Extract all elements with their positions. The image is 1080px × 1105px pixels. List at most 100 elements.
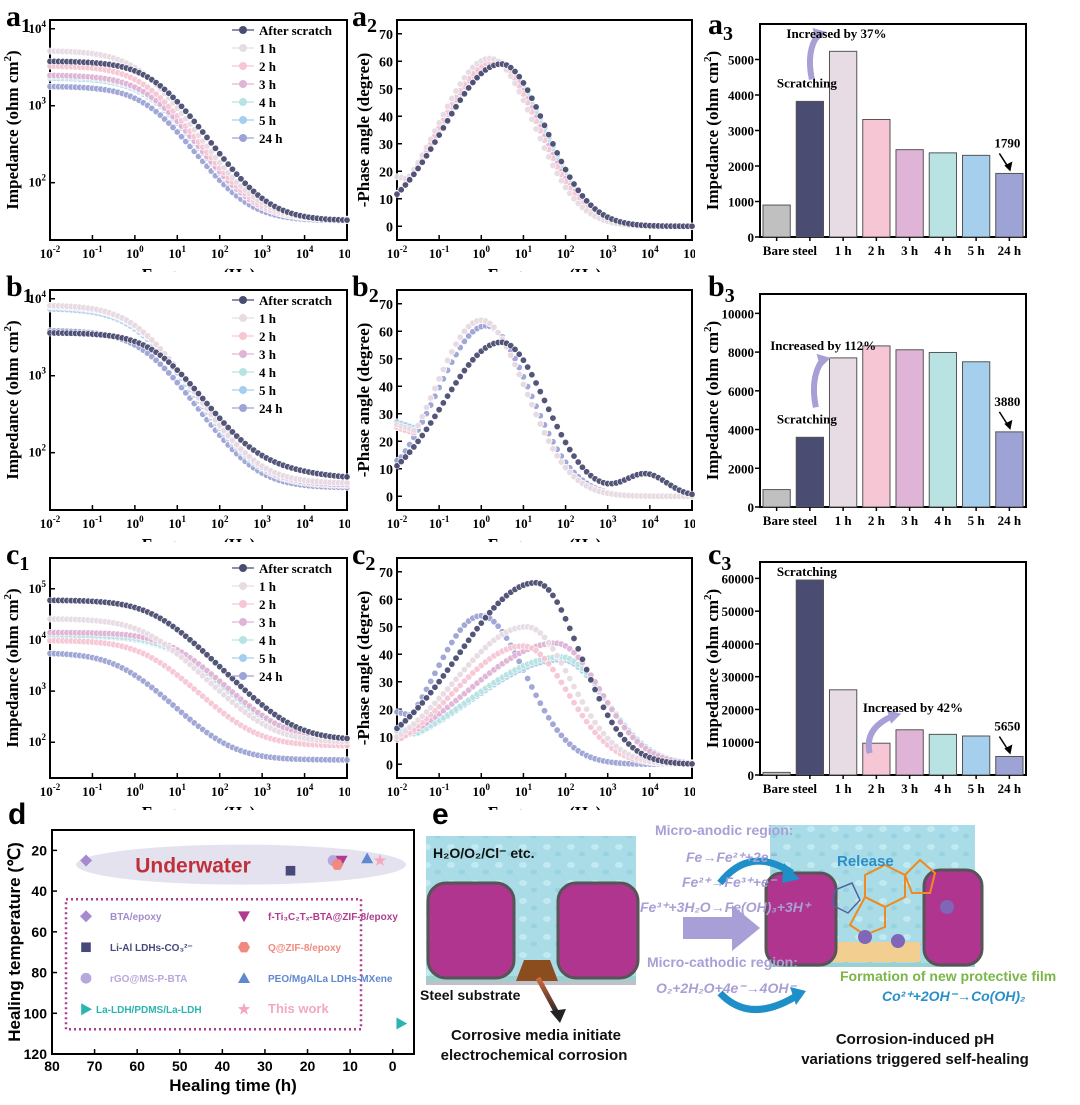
plot-frame xyxy=(396,19,693,241)
legend-d-label: Q@ZIF-8/epoxy xyxy=(268,943,342,954)
tick-label: 104 xyxy=(29,289,47,306)
data-point xyxy=(528,683,536,691)
legend-marker xyxy=(239,314,247,322)
release-label: Release xyxy=(837,853,894,870)
panel-label-c3: c3 xyxy=(708,538,731,575)
data-point xyxy=(532,103,540,111)
data-point xyxy=(562,736,570,744)
data-point xyxy=(444,666,452,674)
data-point xyxy=(545,153,553,161)
tick-label: 10-2 xyxy=(387,244,408,261)
data-point xyxy=(608,718,616,726)
series-after-scratch xyxy=(393,338,695,498)
tick-label: 102 xyxy=(29,732,47,749)
data-point xyxy=(460,90,468,98)
data-point xyxy=(406,176,414,184)
data-point xyxy=(595,724,603,732)
data-point xyxy=(401,453,409,461)
data-point xyxy=(465,84,473,92)
bar-2-h xyxy=(862,345,891,508)
diamond-marker xyxy=(80,854,93,867)
square-marker xyxy=(81,942,91,953)
series-1-h xyxy=(46,615,350,746)
category-label: 2 h xyxy=(868,513,886,528)
legend: After scratch 1 h 2 h 3 h 4 h 5 h 24 h xyxy=(232,23,333,146)
annotation-increase: Increased by 37% xyxy=(786,26,886,41)
tick-label: 103 xyxy=(253,782,271,799)
data-point xyxy=(528,94,536,102)
data-point xyxy=(557,157,565,165)
chart-a3-bar: 0 1000 2000 3000 4000 5000 Impedance (ohm cm2)… xyxy=(702,23,1027,258)
annotation-arrowhead xyxy=(1004,419,1013,430)
legend-d-label: f-Ti₃C₂Tₓ-BTA@ZIF-8/epoxy xyxy=(268,912,398,923)
data-point xyxy=(574,690,582,698)
legend-label: 3 h xyxy=(259,347,277,362)
data-point xyxy=(595,695,603,703)
y-axis-label: -Phase angle (degree) xyxy=(354,323,373,478)
underwater-label: Underwater xyxy=(135,855,251,878)
tick-label: 10-1 xyxy=(82,244,103,261)
data-point xyxy=(152,356,160,364)
bar-5-h xyxy=(961,361,991,508)
data-point xyxy=(233,432,241,440)
diagram-e-graphics xyxy=(426,825,984,1023)
data-point xyxy=(515,350,523,358)
tick-label: 70 xyxy=(379,28,393,43)
panel-letter: c xyxy=(352,538,366,571)
series-2-h xyxy=(393,57,695,230)
data-point xyxy=(477,619,485,627)
data-point xyxy=(583,197,591,205)
tick-label: 103 xyxy=(599,514,617,531)
data-point xyxy=(245,183,253,191)
data-point xyxy=(469,630,477,638)
panel-letter: c xyxy=(708,538,722,571)
tick-label: 105 xyxy=(29,579,47,596)
bar-bare-steel xyxy=(762,771,791,776)
data-point xyxy=(435,661,443,669)
tick-label: 101 xyxy=(515,782,533,799)
data-point xyxy=(207,655,215,663)
data-point xyxy=(452,87,460,95)
panel-letter: b xyxy=(708,270,725,303)
data-point xyxy=(549,666,557,674)
data-point xyxy=(545,437,553,445)
data-point xyxy=(431,127,439,135)
data-point xyxy=(397,458,405,466)
data-point xyxy=(570,180,578,188)
data-point xyxy=(553,452,561,460)
x-axis-label: Frequency (Hz) xyxy=(488,803,601,810)
tick-label: 6000 xyxy=(728,384,754,399)
data-point xyxy=(612,712,620,720)
data-point xyxy=(460,666,468,674)
tick-label: 100 xyxy=(473,244,491,261)
data-point xyxy=(452,379,460,387)
data-point xyxy=(418,413,426,421)
data-point xyxy=(410,426,418,434)
legend-label: 24 h xyxy=(259,401,283,416)
bar-4-h xyxy=(928,351,958,508)
tick-label: 50 xyxy=(172,1058,188,1074)
tick-label: 50 xyxy=(379,83,393,98)
data-point xyxy=(199,395,207,403)
data-point xyxy=(515,370,523,378)
data-point xyxy=(587,676,595,684)
data-point xyxy=(199,128,207,136)
y-axis-label: Impedance (ohm cm2) xyxy=(2,588,22,747)
data-point xyxy=(216,150,224,158)
data-point xyxy=(507,351,515,359)
data-point xyxy=(439,690,447,698)
tick-label: 80 xyxy=(31,965,47,981)
tick-label: 10-2 xyxy=(387,514,408,531)
data-points xyxy=(80,852,408,1030)
tick-label: 104 xyxy=(641,514,659,531)
tick-label: 50 xyxy=(379,353,393,368)
left-zif-cluster-2 xyxy=(556,881,640,980)
data-point xyxy=(566,692,574,700)
data-point xyxy=(545,714,553,722)
data-point xyxy=(444,117,452,125)
legend-label: 24 h xyxy=(259,669,283,684)
data-point xyxy=(439,111,447,119)
data-point xyxy=(439,653,447,661)
annotation-arrowhead xyxy=(1004,161,1013,172)
legend-marker xyxy=(239,62,247,70)
